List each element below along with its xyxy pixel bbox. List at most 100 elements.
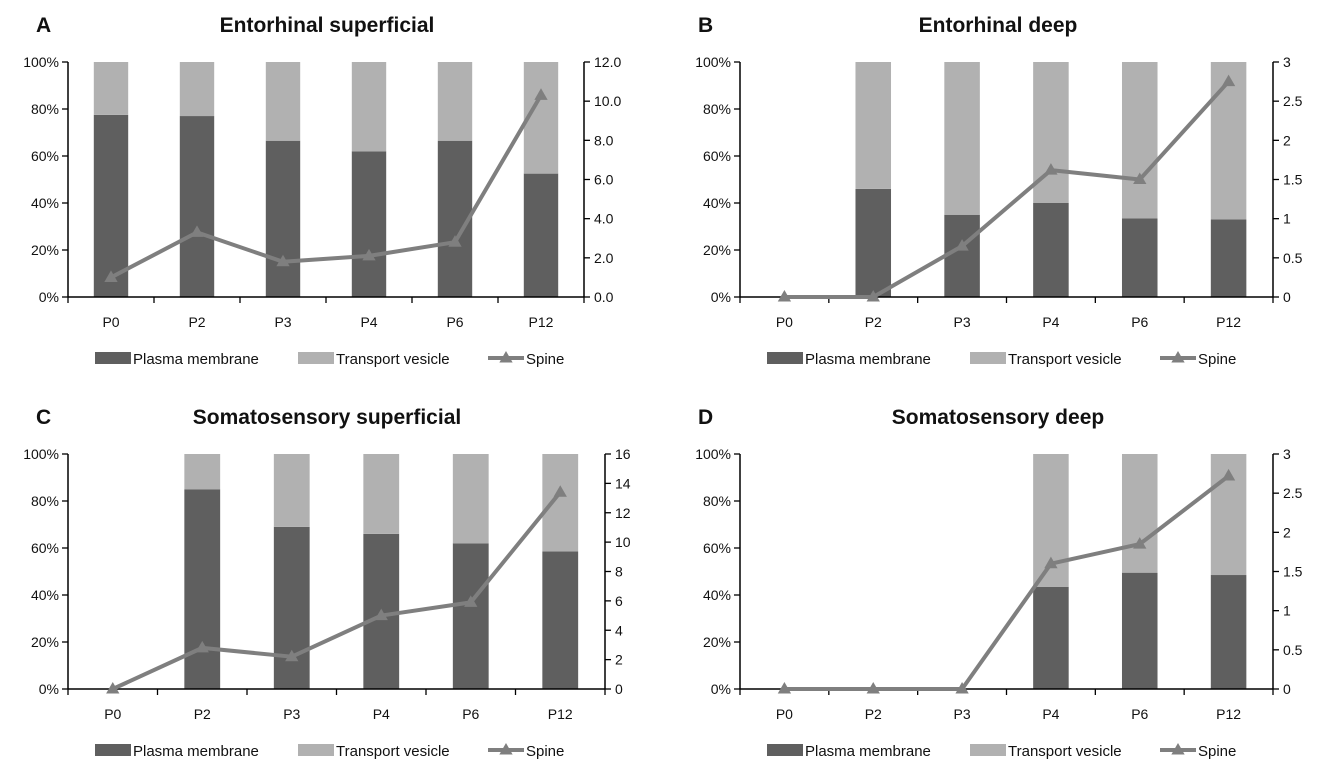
x-tick-label-p2: P2	[188, 314, 205, 330]
x-tick-label-p3: P3	[274, 314, 291, 330]
bar-transport-vesicle-p2	[179, 62, 215, 117]
bar-plasma-membrane-p2	[179, 116, 215, 297]
legend-swatch-transport-vesicle	[970, 352, 1006, 364]
y-tick-label-left: 60%	[31, 148, 59, 164]
y-tick-label-right: 3	[1283, 54, 1291, 70]
y-tick-label-right: 1.5	[1283, 172, 1303, 188]
legend-label-spine: Spine	[1198, 743, 1236, 760]
spine-marker-p3	[276, 254, 290, 267]
y-tick-label-left: 80%	[703, 101, 731, 117]
y-tick-label-left: 0%	[39, 289, 59, 305]
spine-marker-p12	[534, 88, 548, 100]
y-tick-label-right: 0	[615, 681, 623, 697]
legend-label-spine: Spine	[526, 743, 564, 760]
y-tick-label-right: 3	[1283, 446, 1291, 462]
y-tick-label-right: 8.0	[594, 132, 614, 148]
y-tick-label-left: 40%	[31, 195, 59, 211]
legend-label-transport-vesicle: Transport vesicle	[1008, 743, 1122, 760]
y-tick-label-right: 8	[615, 564, 623, 580]
panel-letter-a: A	[36, 14, 51, 37]
spine-marker-p12	[553, 485, 567, 497]
bar-plasma-membrane-p6	[1121, 572, 1158, 689]
x-tick-label-p4: P4	[1042, 314, 1059, 330]
y-tick-label-right: 2	[615, 652, 623, 668]
legend-label-transport-vesicle: Transport vesicle	[336, 743, 450, 760]
bar-plasma-membrane-p12	[1210, 575, 1247, 689]
bar-transport-vesicle-p4	[351, 62, 387, 152]
bar-transport-vesicle-p3	[265, 62, 301, 141]
legend-marker-spine	[1171, 743, 1185, 755]
panel-title-a: Entorhinal superficial	[220, 14, 435, 37]
bar-transport-vesicle-p4	[363, 454, 400, 534]
x-tick-label-p2: P2	[865, 706, 882, 722]
bar-plasma-membrane-p2	[855, 188, 892, 297]
y-tick-label-right: 10	[615, 534, 631, 550]
legend-marker-spine	[1171, 351, 1185, 363]
y-tick-label-left: 100%	[695, 446, 731, 462]
chart-somatosensory-superficial: 0% 20% 40% 60% 80% 100% 0 2 4 6 8 10 12 14 16 P0 P2 P3 P4 P…	[23, 446, 631, 760]
y-tick-label-right: 0.5	[1283, 250, 1303, 266]
x-tick-label-p3: P3	[954, 314, 971, 330]
bar-plasma-membrane-p2	[184, 489, 221, 689]
y-tick-label-right: 12.0	[594, 54, 621, 70]
bar-plasma-membrane-p3	[273, 526, 310, 689]
panel-letter-d: D	[698, 406, 713, 429]
bar-plasma-membrane-p4	[1033, 203, 1069, 297]
y-tick-label-left: 40%	[703, 587, 731, 603]
x-tick-label-p6: P6	[1131, 706, 1148, 722]
bar-plasma-membrane-p4	[351, 151, 387, 297]
bar-plasma-membrane-p3	[265, 140, 301, 297]
y-tick-label-left: 100%	[695, 54, 731, 70]
spine-marker-p6	[464, 595, 478, 607]
x-tick-label-p0: P0	[102, 314, 119, 330]
chart-entorhinal-superficial: 0% 20% 40% 60% 80% 100% 0.0 2.0 4.0 6.0 8.0 10.0 12.…	[23, 54, 621, 368]
bar-transport-vesicle-p2	[855, 62, 892, 189]
legend-label-transport-vesicle: Transport vesicle	[1008, 351, 1122, 368]
legend-swatch-plasma-membrane	[767, 352, 803, 364]
y-tick-label-left: 20%	[31, 242, 59, 258]
spine-marker-p0	[777, 290, 792, 302]
legend-swatch-plasma-membrane	[95, 744, 131, 756]
y-tick-label-left: 100%	[23, 446, 59, 462]
spine-line	[784, 474, 1230, 691]
spine-marker-p4	[362, 248, 376, 261]
spine-line	[111, 490, 562, 691]
y-tick-label-right: 16	[615, 446, 631, 462]
x-tick-label-p6: P6	[462, 706, 479, 722]
y-tick-label-right: 0	[1283, 681, 1291, 697]
x-tick-label-p3: P3	[283, 706, 300, 722]
bar-plasma-membrane-p12	[523, 173, 559, 297]
bar-transport-vesicle-p12	[1210, 62, 1247, 220]
y-tick-label-right: 4.0	[594, 211, 614, 227]
spine-marker-p0	[104, 270, 118, 282]
y-tick-label-right: 12	[615, 505, 631, 521]
x-tick-label-p12: P12	[1216, 706, 1241, 722]
y-tick-label-left: 80%	[703, 493, 731, 509]
panel-title-c: Somatosensory superficial	[193, 406, 461, 429]
y-tick-label-left: 80%	[31, 101, 59, 117]
y-tick-label-left: 40%	[31, 587, 59, 603]
chart-somatosensory-deep: 0% 20% 40% 60% 80% 100% 0 0.5 1 1.5 2 2.5 3 P0 P2 P3 P4 P…	[695, 446, 1302, 760]
y-tick-label-right: 2.5	[1283, 93, 1303, 109]
y-tick-label-right: 4	[615, 622, 623, 638]
legend-marker-spine	[499, 351, 513, 363]
panel-title-d: Somatosensory deep	[892, 406, 1104, 429]
legend-label-plasma-membrane: Plasma membrane	[805, 351, 931, 368]
x-tick-label-p12: P12	[1216, 314, 1241, 330]
bar-transport-vesicle-p6	[452, 454, 489, 544]
legend-label-transport-vesicle: Transport vesicle	[336, 351, 450, 368]
bar-plasma-membrane-p3	[944, 214, 980, 297]
spine-marker-p0	[106, 682, 120, 694]
legend-swatch-transport-vesicle	[970, 744, 1006, 756]
legend-swatch-plasma-membrane	[95, 352, 131, 364]
bar-transport-vesicle-p6	[1121, 454, 1158, 573]
y-tick-label-right: 1	[1283, 603, 1291, 619]
spine-line	[110, 94, 543, 280]
spine-marker-p4	[374, 608, 388, 621]
spine-marker-p4	[1044, 163, 1058, 175]
y-tick-label-left: 20%	[703, 634, 731, 650]
panel-title-b: Entorhinal deep	[919, 14, 1078, 37]
y-tick-label-right: 1	[1283, 211, 1291, 227]
y-tick-label-right: 2	[1283, 524, 1291, 540]
